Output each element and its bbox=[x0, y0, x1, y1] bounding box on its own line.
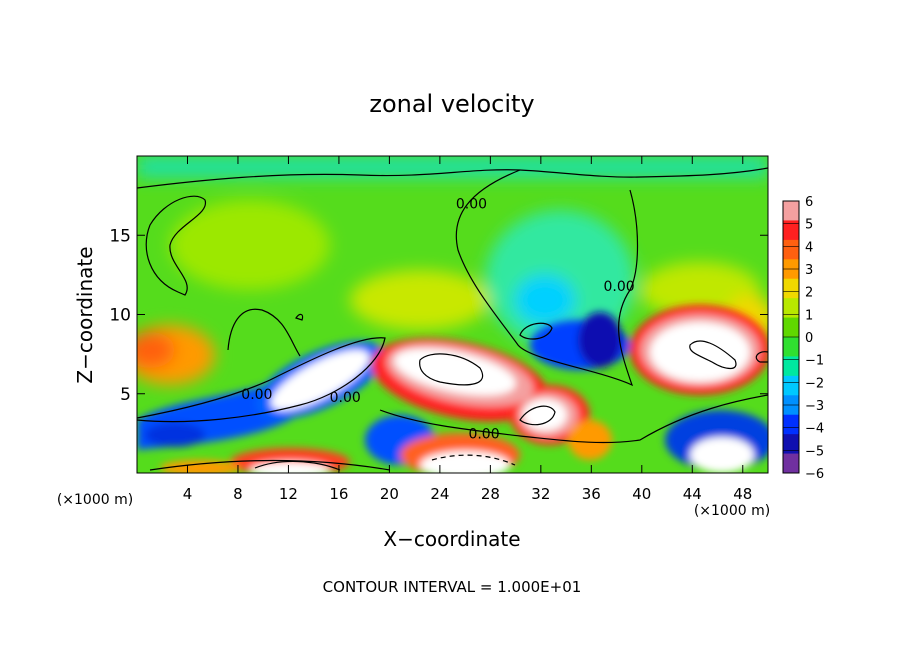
y-axis-label: Z−coordinate bbox=[73, 246, 97, 383]
colorbar-tick-label: 0 bbox=[805, 331, 813, 346]
x-axis-ticks: 4 8 12 16 20 24 28 32 36 40 44 48 bbox=[183, 156, 752, 503]
colorbar-tick-label: −2 bbox=[805, 376, 824, 391]
colorbar-tick-label: −6 bbox=[805, 467, 824, 482]
colorbar-swatch bbox=[783, 278, 799, 299]
y-tick-label: 5 bbox=[120, 385, 131, 405]
heatmap-field bbox=[137, 156, 768, 473]
colorbar-swatch bbox=[783, 239, 799, 260]
contour-line bbox=[755, 351, 768, 363]
contour-line bbox=[689, 340, 737, 370]
contour-line-negative bbox=[431, 454, 516, 466]
x-axis-label: X−coordinate bbox=[383, 527, 520, 551]
y-axis-ticks: 5 10 15 bbox=[109, 226, 768, 405]
chart-title: zonal velocity bbox=[369, 90, 534, 118]
contour-label: 0.00 bbox=[603, 279, 634, 295]
colorbar-tick-label: 5 bbox=[805, 218, 813, 233]
contour-line bbox=[254, 460, 341, 471]
contour-line bbox=[519, 322, 553, 340]
contour-label: 0.00 bbox=[468, 426, 499, 442]
contour-line bbox=[137, 167, 768, 189]
x-unit-label-left: (×1000 m) bbox=[57, 492, 133, 508]
colorbar-swatch bbox=[783, 375, 799, 396]
colorbar-swatch bbox=[783, 317, 799, 338]
x-tick-label: 48 bbox=[733, 485, 752, 503]
contour-line bbox=[379, 394, 768, 444]
x-tick-label: 20 bbox=[380, 485, 399, 503]
colorbar-tick-label: 3 bbox=[805, 263, 813, 278]
contour-line bbox=[149, 459, 391, 471]
x-tick-label: 24 bbox=[430, 485, 449, 503]
y-tick-label: 15 bbox=[109, 226, 131, 246]
colorbar-tick-label: 6 bbox=[805, 195, 813, 210]
y-tick-label: 10 bbox=[109, 306, 131, 326]
x-unit-label-right: (×1000 m) bbox=[694, 503, 770, 519]
x-tick-label: 28 bbox=[481, 485, 500, 503]
contour-label: 0.00 bbox=[456, 197, 487, 213]
colorbar-swatch bbox=[783, 356, 799, 377]
colorbar-swatch bbox=[783, 434, 799, 455]
colorbar: 6 5 4 3 2 1 0 −1 −2 −3 −4 −5 −6 bbox=[782, 195, 824, 482]
colorbar-swatch bbox=[783, 453, 799, 474]
contour-label: 0.00 bbox=[241, 387, 272, 403]
colorbar-swatch bbox=[783, 298, 799, 319]
colorbar-swatch bbox=[783, 201, 799, 221]
colorbar-tick-label: −3 bbox=[805, 399, 824, 414]
contour-line bbox=[137, 337, 386, 423]
contour-interval-note: CONTOUR INTERVAL = 1.000E+01 bbox=[323, 578, 582, 596]
colorbar-tick-label: −1 bbox=[805, 354, 824, 369]
colorbar-tick-label: −4 bbox=[805, 422, 824, 437]
colorbar-tick-label: 1 bbox=[805, 308, 813, 323]
x-tick-label: 12 bbox=[279, 485, 298, 503]
x-tick-label: 4 bbox=[183, 485, 193, 503]
colorbar-swatch bbox=[783, 414, 799, 435]
contour-line bbox=[519, 405, 556, 426]
contour-line bbox=[227, 308, 301, 357]
colorbar-swatch bbox=[783, 220, 799, 241]
contour-lines bbox=[137, 167, 768, 471]
colorbar-swatch bbox=[783, 337, 799, 357]
x-tick-label: 16 bbox=[329, 485, 348, 503]
contour-labels: 0.00 0.00 0.00 0.00 0.00 bbox=[241, 197, 634, 443]
x-tick-label: 8 bbox=[233, 485, 243, 503]
x-tick-label: 40 bbox=[632, 485, 651, 503]
contour-line bbox=[419, 353, 484, 386]
colorbar-tick-label: −5 bbox=[805, 444, 824, 459]
heatmap-sharp-regions bbox=[137, 305, 768, 473]
contour-line bbox=[455, 169, 639, 387]
contour-line bbox=[145, 195, 206, 296]
colorbar-tick-label: 4 bbox=[805, 240, 813, 255]
contour-line bbox=[295, 313, 304, 321]
x-tick-label: 36 bbox=[582, 485, 601, 503]
x-tick-label: 44 bbox=[683, 485, 702, 503]
colorbar-tick-label: 2 bbox=[805, 286, 813, 301]
x-tick-label: 32 bbox=[531, 485, 550, 503]
contour-label: 0.00 bbox=[330, 390, 361, 406]
